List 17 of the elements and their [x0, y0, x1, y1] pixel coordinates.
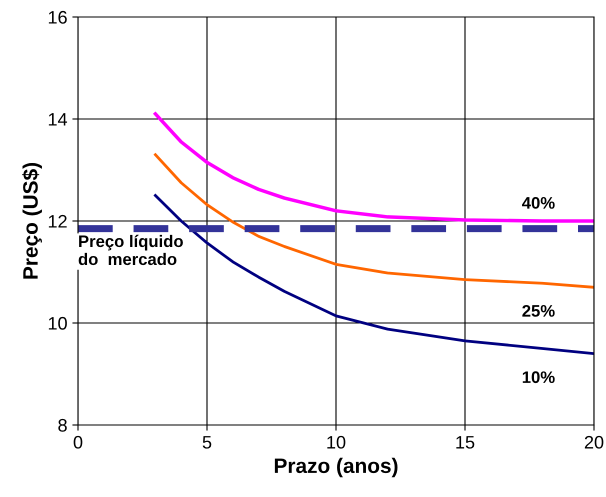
x-tick-label: 5	[202, 436, 212, 449]
ref-line-label: Preço líquido do mercado	[78, 234, 183, 266]
x-axis-title: Prazo (anos)	[274, 458, 398, 478]
x-tick-label: 0	[74, 436, 82, 449]
y-axis-title: Preço (US$)	[22, 162, 42, 279]
line-series	[154, 112, 594, 223]
series-label: 25%	[522, 304, 555, 317]
x-tick-label: 10	[327, 436, 346, 449]
x-tick-label: 15	[456, 436, 474, 449]
y-tick-label: 12	[48, 214, 67, 228]
y-tick-label: 8	[58, 418, 67, 432]
y-tick-label: 14	[48, 113, 68, 126]
x-tick-label: 20	[584, 436, 604, 449]
series-label: 40%	[522, 197, 555, 209]
y-tick-label: 16	[48, 10, 67, 24]
y-tick-label: 10	[48, 316, 67, 330]
series-label: 10%	[522, 371, 555, 384]
